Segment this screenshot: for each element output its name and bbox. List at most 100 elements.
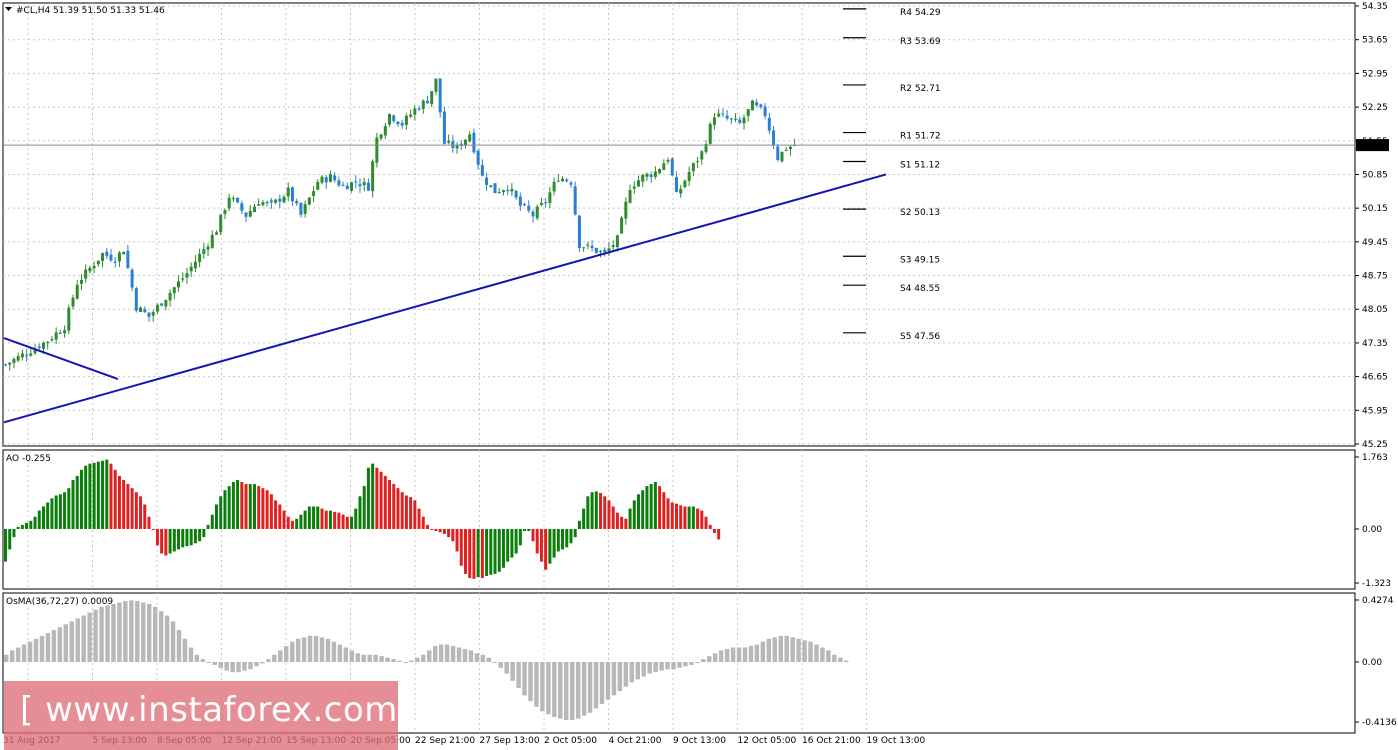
candle-body	[721, 113, 725, 115]
ao-bar	[257, 486, 261, 529]
osma-bar	[319, 637, 325, 663]
ao-bar	[269, 494, 273, 529]
candle-body	[371, 161, 375, 192]
osma-bar	[272, 654, 277, 663]
ao-bar	[712, 528, 716, 534]
osma-bar	[349, 650, 355, 663]
candle-body	[181, 278, 185, 280]
osma-bar	[81, 615, 86, 663]
osma-bar	[236, 662, 241, 673]
osma-bar	[736, 647, 742, 663]
candle-body	[25, 355, 29, 357]
candle-body	[611, 245, 615, 247]
ao-bar	[248, 484, 252, 529]
osma-bar	[337, 644, 343, 663]
candle-body	[717, 113, 721, 117]
candle-body	[594, 247, 598, 253]
ao-bar	[607, 500, 611, 529]
osma-bar	[540, 662, 545, 712]
osma-bar	[820, 647, 825, 663]
ao-bar	[25, 522, 29, 529]
ao-bar	[185, 528, 189, 547]
osma-bar	[295, 638, 301, 663]
candle-body	[84, 269, 88, 279]
ao-bar	[109, 463, 113, 529]
ao-bar	[396, 488, 400, 529]
ao-bar	[506, 528, 510, 562]
ao-bar	[539, 528, 543, 562]
candle-body	[683, 180, 687, 188]
candle-body	[265, 202, 269, 204]
ao-bar	[71, 479, 75, 529]
candle-body	[92, 265, 96, 269]
candle-body	[510, 189, 514, 192]
candle-body	[54, 332, 58, 340]
osma-bar	[188, 647, 194, 663]
candle-body	[552, 181, 556, 192]
osma-bar	[200, 659, 206, 663]
candle-body	[341, 184, 345, 186]
candle-body	[257, 204, 261, 206]
osma-bar	[450, 646, 456, 663]
candle-body	[759, 104, 763, 108]
watermark-text: [ www.instaforex.com ]	[20, 690, 423, 730]
osma-bar	[313, 635, 319, 663]
osma-bar	[504, 662, 509, 674]
candle-body	[122, 251, 126, 255]
ao-bar	[84, 465, 88, 529]
y-tick-label: 45.95	[1362, 406, 1388, 416]
osma-bar	[486, 657, 492, 663]
ao-bar	[438, 528, 442, 533]
ao-bar	[231, 482, 235, 529]
candle-body	[767, 117, 771, 131]
osma-header: OsMA(36,72,27) 0.0009	[6, 597, 113, 607]
ao-bar	[12, 528, 16, 538]
osma-bar	[63, 624, 69, 663]
osma-bar	[665, 662, 670, 670]
ao-bar	[577, 520, 581, 529]
y-tick-label: 46.65	[1362, 373, 1388, 383]
candle-body	[763, 106, 767, 117]
candle-body	[177, 281, 181, 288]
chart-menu-arrow-icon[interactable]	[5, 7, 12, 11]
osma-bar	[403, 662, 408, 664]
candle-body	[691, 163, 695, 172]
candle-body	[708, 123, 712, 144]
ao-bar	[92, 462, 96, 529]
osma-bar	[832, 654, 837, 663]
candle-body	[101, 253, 105, 261]
ao-bar	[181, 528, 185, 548]
ao-header: AO -0.255	[6, 454, 51, 464]
candle-body	[738, 119, 742, 123]
ao-bar	[417, 508, 421, 529]
pivot-level-label: S1 51.12	[900, 160, 940, 170]
osma-y-tick-label: 0.00	[1362, 658, 1382, 668]
ao-bar	[565, 528, 569, 548]
ao-bar	[261, 488, 265, 529]
y-tick-label: 45.25	[1362, 440, 1388, 450]
osma-bar	[522, 662, 527, 696]
osma-bar	[194, 654, 200, 663]
osma-bar	[242, 662, 247, 671]
ao-bar	[8, 528, 12, 550]
ao-bar	[523, 528, 527, 532]
ao-bar	[480, 528, 484, 578]
ao-bar	[206, 524, 210, 529]
candle-body	[548, 192, 552, 204]
ao-bar	[451, 528, 455, 542]
ao-bar	[468, 528, 472, 578]
ao-bar	[413, 500, 417, 529]
candle-body	[417, 108, 421, 110]
ao-bar	[341, 514, 345, 529]
ao-bar	[700, 510, 704, 529]
candle-body	[531, 211, 535, 217]
osma-bar	[421, 654, 426, 663]
ao-bar	[46, 502, 50, 529]
osma-bar	[712, 653, 718, 663]
resistance-trendline	[3, 337, 119, 380]
osma-bar	[391, 659, 396, 663]
candle-body	[210, 234, 214, 248]
osma-bar	[325, 638, 331, 663]
osma-bar	[653, 662, 658, 673]
